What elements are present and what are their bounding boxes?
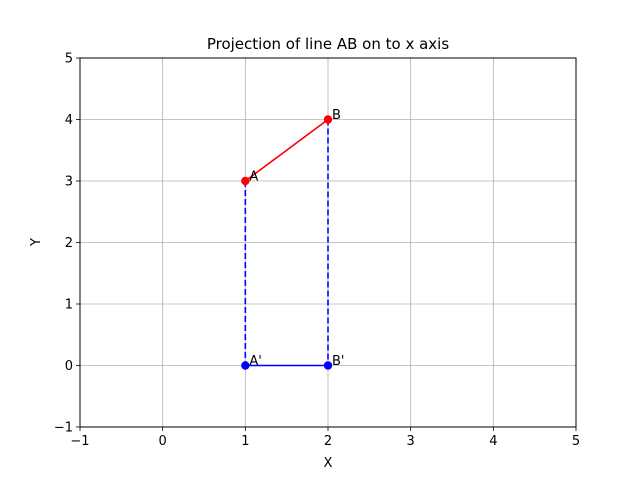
x-tick-label: 0 xyxy=(159,434,167,449)
tick-layer: −1 0 1 2 3 4 5 −1 0 1 2 3 4 5 xyxy=(54,52,580,450)
series-point-0 xyxy=(241,176,250,186)
y-tick-label: 0 xyxy=(65,359,73,374)
point-label: B xyxy=(332,108,341,123)
series-point-0 xyxy=(323,115,333,124)
series-layer xyxy=(244,118,329,367)
series-point-1 xyxy=(323,361,333,370)
y-tick-label: 3 xyxy=(65,175,73,190)
point-label: A' xyxy=(249,354,261,369)
series-line-0 xyxy=(244,118,329,182)
x-tick-label: 4 xyxy=(489,434,497,449)
y-tick-label: 1 xyxy=(65,298,73,313)
y-axis-label: Y xyxy=(29,238,44,247)
point-label: A xyxy=(249,170,258,185)
series-point-1 xyxy=(241,361,250,370)
x-tick-label: 1 xyxy=(241,434,249,449)
y-tick-label: −1 xyxy=(54,421,73,436)
x-tick-label: −1 xyxy=(70,434,89,449)
plot-frame xyxy=(79,57,577,428)
y-tick-label: 2 xyxy=(65,236,73,251)
point-label: B' xyxy=(332,354,345,369)
y-tick-label: 4 xyxy=(65,113,73,128)
y-tick-label: 5 xyxy=(65,52,73,67)
x-tick-label: 2 xyxy=(324,434,332,449)
marker-layer xyxy=(241,115,333,370)
x-tick-label: 3 xyxy=(407,434,415,449)
x-tick-label: 5 xyxy=(572,434,580,449)
x-axis-label: X xyxy=(324,456,333,471)
chart-title: Projection of line AB on to x axis xyxy=(207,35,449,53)
annotation-layer: A B A' B' xyxy=(249,108,344,369)
